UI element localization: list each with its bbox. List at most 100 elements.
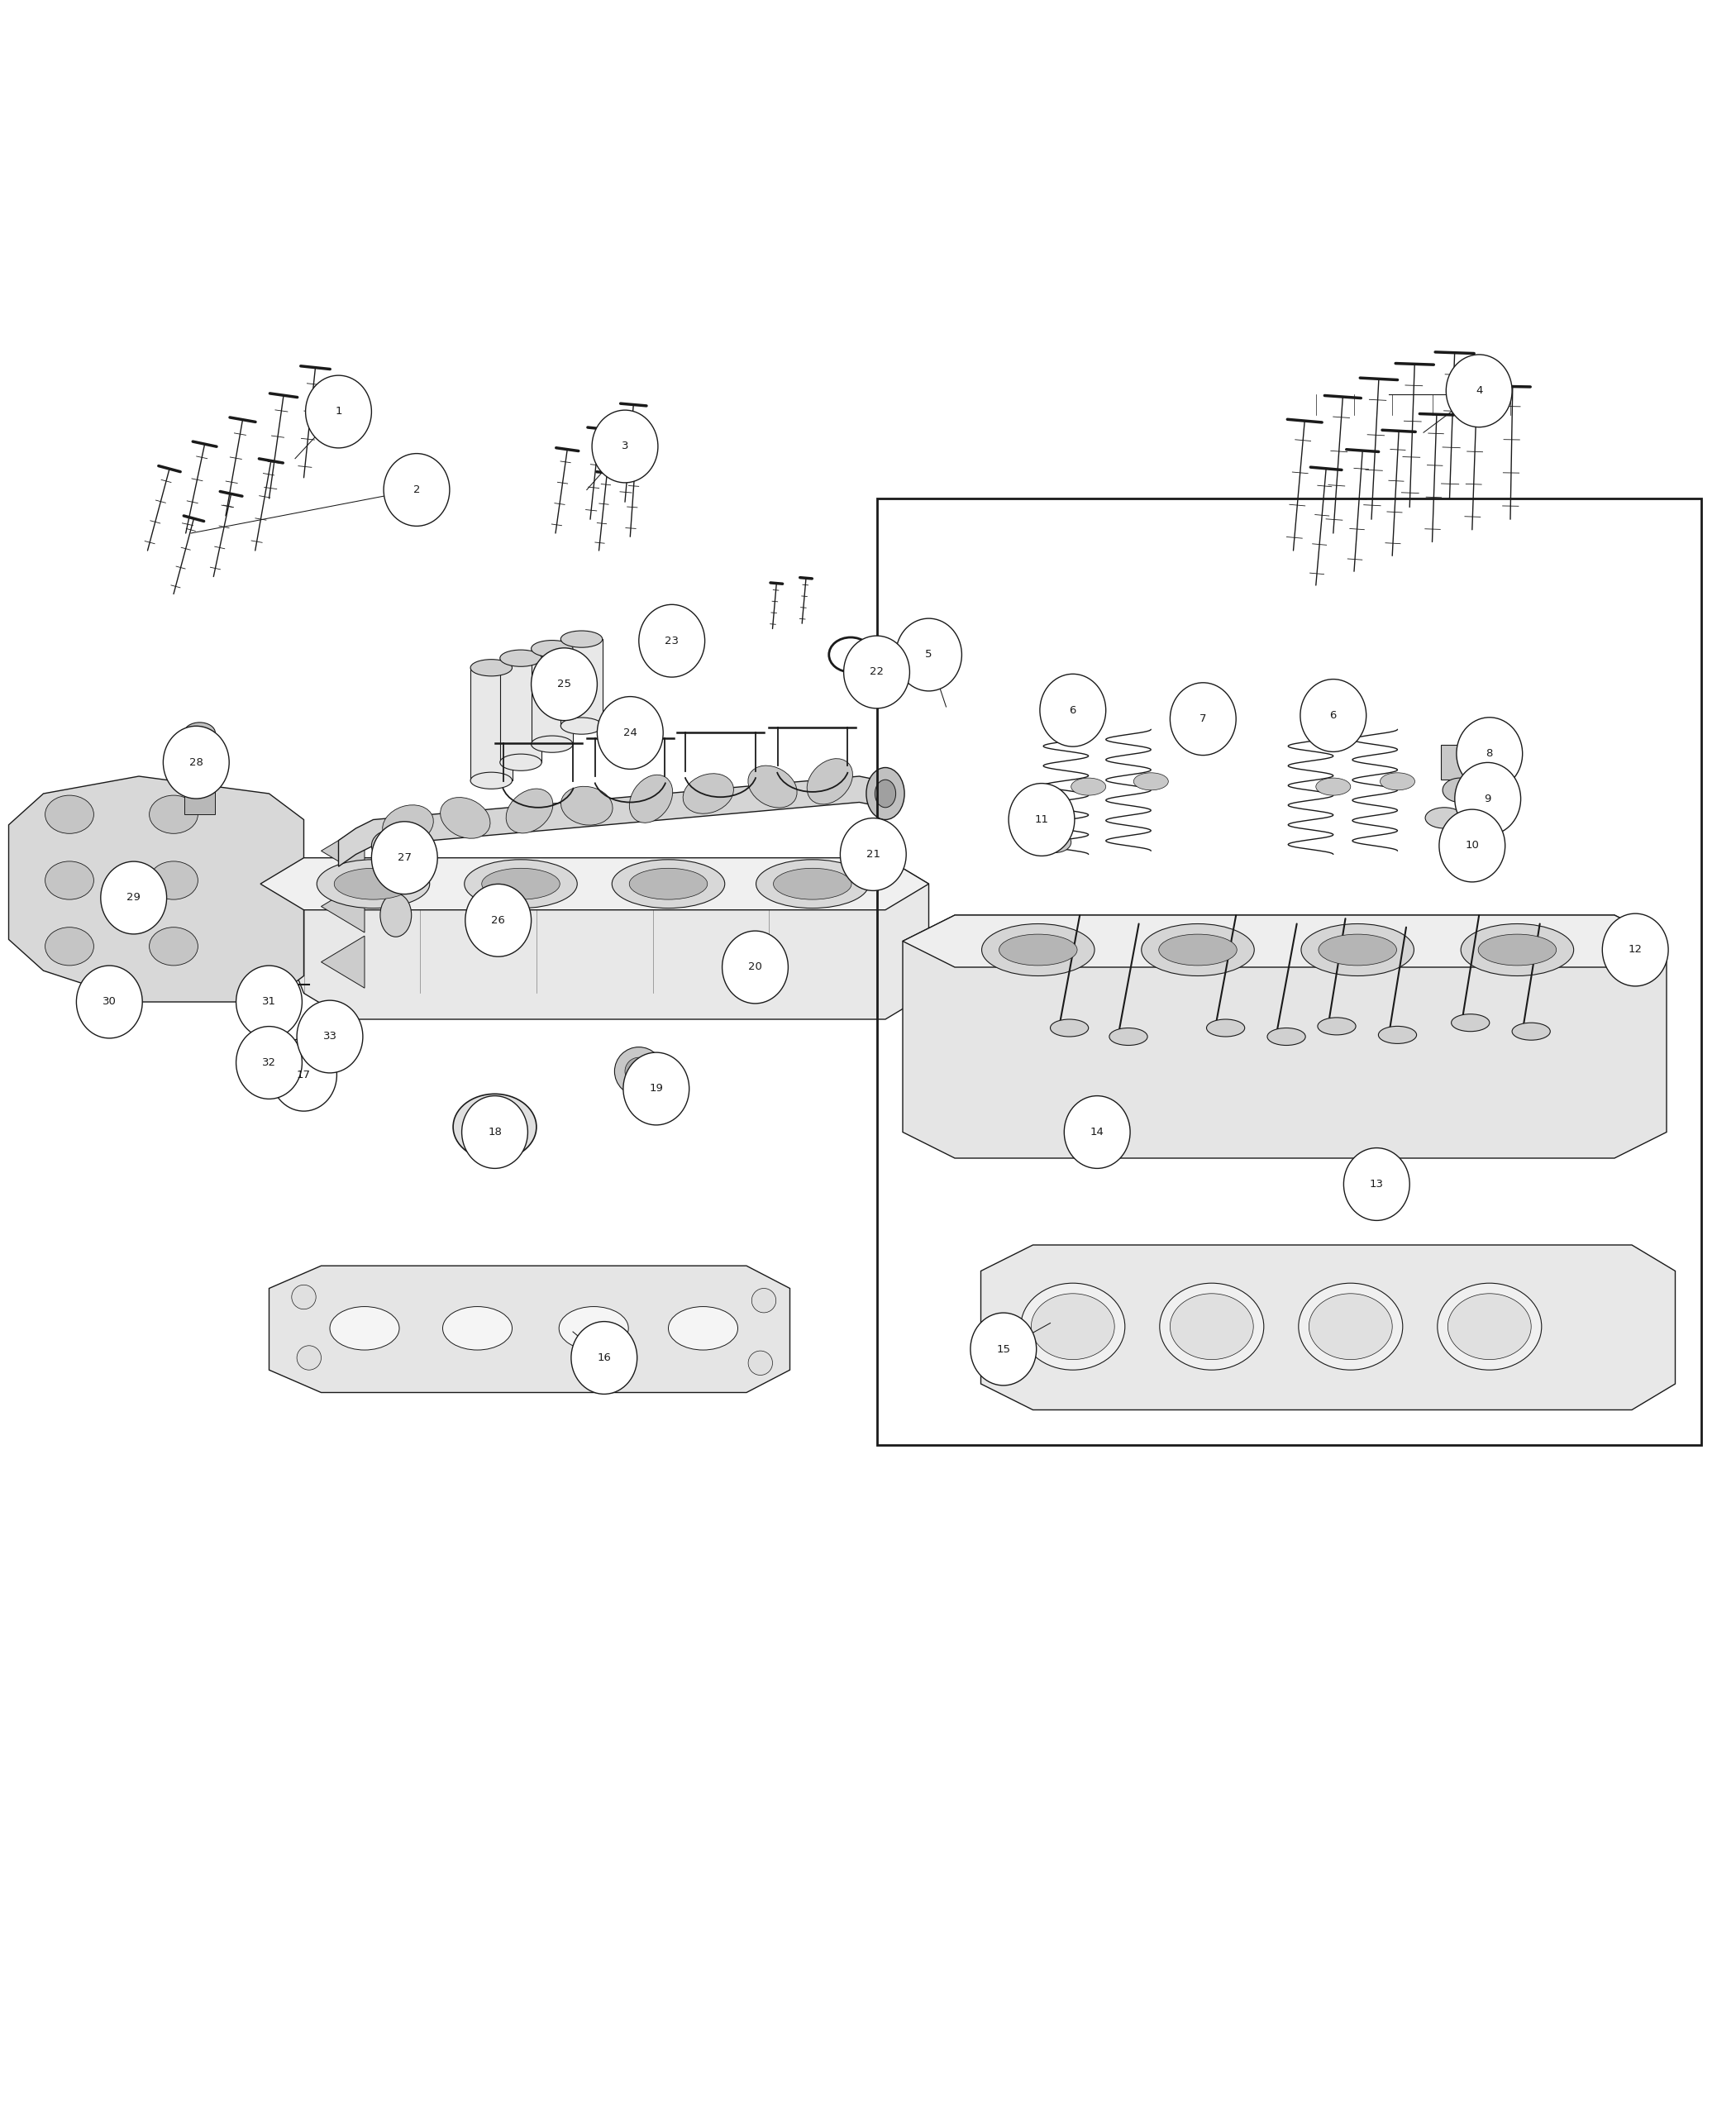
Ellipse shape xyxy=(1040,675,1106,746)
Ellipse shape xyxy=(1319,934,1396,965)
Ellipse shape xyxy=(316,860,431,909)
Ellipse shape xyxy=(1134,774,1168,790)
Ellipse shape xyxy=(1378,1027,1417,1043)
Text: 20: 20 xyxy=(748,961,762,972)
Polygon shape xyxy=(321,881,365,932)
Ellipse shape xyxy=(149,928,198,965)
Ellipse shape xyxy=(970,1313,1036,1385)
Ellipse shape xyxy=(571,1322,637,1393)
Ellipse shape xyxy=(1448,1294,1531,1360)
Ellipse shape xyxy=(668,1307,738,1349)
Ellipse shape xyxy=(1267,1029,1305,1046)
Ellipse shape xyxy=(500,755,542,772)
Polygon shape xyxy=(269,1265,790,1393)
Ellipse shape xyxy=(592,411,658,483)
Ellipse shape xyxy=(1446,354,1512,428)
Ellipse shape xyxy=(1439,809,1505,881)
Circle shape xyxy=(292,1286,316,1309)
Ellipse shape xyxy=(271,1039,337,1111)
Polygon shape xyxy=(981,1246,1675,1410)
Polygon shape xyxy=(321,824,365,877)
Text: 2: 2 xyxy=(413,485,420,495)
Ellipse shape xyxy=(1064,1096,1130,1168)
Text: 23: 23 xyxy=(665,635,679,647)
Ellipse shape xyxy=(748,765,797,807)
Ellipse shape xyxy=(101,862,167,934)
Ellipse shape xyxy=(1066,715,1101,734)
Text: 5: 5 xyxy=(925,649,932,660)
Ellipse shape xyxy=(184,723,215,744)
Text: 32: 32 xyxy=(262,1058,276,1069)
Ellipse shape xyxy=(1021,1284,1125,1370)
Ellipse shape xyxy=(1309,1294,1392,1360)
Text: 17: 17 xyxy=(297,1069,311,1079)
Ellipse shape xyxy=(840,818,906,892)
Ellipse shape xyxy=(1170,1294,1253,1360)
Ellipse shape xyxy=(1451,1014,1489,1031)
Text: 30: 30 xyxy=(102,997,116,1008)
Ellipse shape xyxy=(470,660,512,677)
Ellipse shape xyxy=(163,725,229,799)
Text: 16: 16 xyxy=(597,1353,611,1364)
Ellipse shape xyxy=(382,805,434,845)
Text: 24: 24 xyxy=(623,727,637,738)
Ellipse shape xyxy=(531,736,573,753)
Ellipse shape xyxy=(483,868,559,900)
Bar xyxy=(184,790,215,814)
Ellipse shape xyxy=(1457,717,1522,790)
Ellipse shape xyxy=(597,696,663,769)
Bar xyxy=(561,639,602,725)
Bar xyxy=(500,658,542,763)
Ellipse shape xyxy=(45,795,94,833)
Text: 22: 22 xyxy=(870,666,884,677)
Polygon shape xyxy=(9,776,304,1001)
Ellipse shape xyxy=(1602,913,1668,987)
Text: 10: 10 xyxy=(1465,841,1479,852)
Text: 6: 6 xyxy=(1069,704,1076,715)
Ellipse shape xyxy=(1305,715,1340,734)
Text: 26: 26 xyxy=(491,915,505,925)
Ellipse shape xyxy=(500,649,542,666)
Bar xyxy=(318,1008,335,1077)
Ellipse shape xyxy=(1050,1020,1088,1037)
Ellipse shape xyxy=(623,1052,689,1126)
Ellipse shape xyxy=(1455,763,1521,835)
Ellipse shape xyxy=(1071,778,1106,795)
Ellipse shape xyxy=(1316,778,1351,795)
Ellipse shape xyxy=(453,1094,536,1159)
Ellipse shape xyxy=(1160,934,1236,965)
Circle shape xyxy=(615,1048,663,1096)
Ellipse shape xyxy=(76,965,142,1039)
Ellipse shape xyxy=(443,1307,512,1349)
Ellipse shape xyxy=(1299,1284,1403,1370)
Polygon shape xyxy=(339,776,885,866)
Text: 6: 6 xyxy=(1330,710,1337,721)
Ellipse shape xyxy=(1170,683,1236,755)
Text: 15: 15 xyxy=(996,1343,1010,1355)
Ellipse shape xyxy=(1437,1284,1542,1370)
Ellipse shape xyxy=(297,1001,363,1073)
Bar xyxy=(1441,744,1479,780)
Ellipse shape xyxy=(1207,1020,1245,1037)
Ellipse shape xyxy=(306,375,372,449)
Text: 9: 9 xyxy=(1484,793,1491,803)
Text: 21: 21 xyxy=(866,850,880,860)
Ellipse shape xyxy=(559,1307,628,1349)
Ellipse shape xyxy=(149,795,198,833)
Text: 14: 14 xyxy=(1090,1128,1104,1138)
Ellipse shape xyxy=(531,647,597,721)
Ellipse shape xyxy=(1300,679,1366,753)
Polygon shape xyxy=(260,858,929,911)
Ellipse shape xyxy=(639,605,705,677)
Polygon shape xyxy=(321,936,365,989)
Ellipse shape xyxy=(866,767,904,820)
Text: 7: 7 xyxy=(1200,715,1207,725)
Ellipse shape xyxy=(1040,833,1071,852)
Ellipse shape xyxy=(1462,923,1575,976)
Ellipse shape xyxy=(844,637,910,708)
Bar xyxy=(470,668,512,780)
Circle shape xyxy=(311,1012,342,1043)
Ellipse shape xyxy=(441,797,490,839)
Polygon shape xyxy=(903,915,1667,968)
Circle shape xyxy=(752,1288,776,1313)
